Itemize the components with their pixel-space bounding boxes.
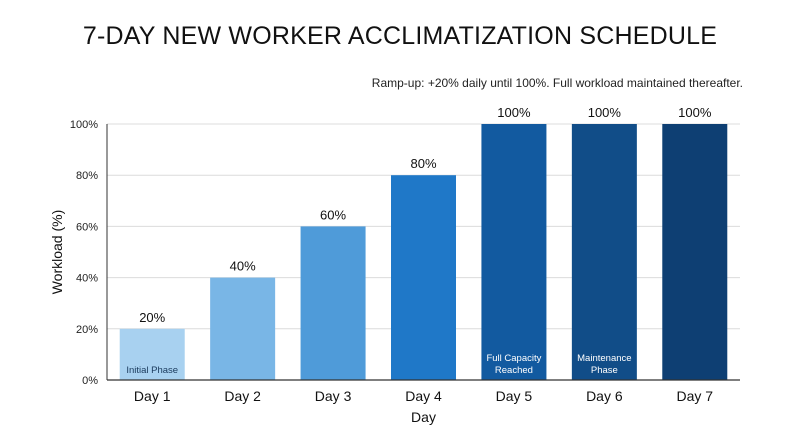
bar xyxy=(119,328,185,380)
bar xyxy=(481,124,547,380)
bar-value-label: 100% xyxy=(497,105,531,120)
bar-annotation: Full Capacity xyxy=(486,353,541,364)
bar-value-label: 40% xyxy=(230,259,256,274)
bar-annotation: Reached xyxy=(495,365,533,376)
x-tick-label: Day 4 xyxy=(405,388,442,404)
bar xyxy=(571,124,637,380)
bar-annotation: Maintenance xyxy=(577,353,631,364)
y-tick-label: 40% xyxy=(76,273,98,285)
y-axis-title: Workload (%) xyxy=(49,210,65,295)
y-tick-label: 60% xyxy=(76,221,98,233)
bar xyxy=(210,277,276,380)
y-tick-label: 100% xyxy=(70,119,98,131)
chart-subtitle: Ramp-up: +20% daily until 100%. Full wor… xyxy=(371,76,743,90)
x-tick-label: Day 3 xyxy=(315,388,352,404)
x-tick-label: Day 5 xyxy=(496,388,533,404)
x-tick-label: Day 7 xyxy=(676,388,713,404)
bar xyxy=(391,175,456,380)
y-tick-label: 0% xyxy=(82,375,98,387)
bar-value-label: 80% xyxy=(410,156,436,171)
x-tick-label: Day 2 xyxy=(224,388,261,404)
bar xyxy=(662,124,728,380)
bar-value-label: 20% xyxy=(139,310,165,325)
x-axis-title: Day xyxy=(411,409,436,425)
bar xyxy=(300,226,366,380)
bar-value-label: 60% xyxy=(320,207,346,222)
y-tick-label: 20% xyxy=(76,324,98,336)
bar-value-label: 100% xyxy=(588,105,622,120)
bar-annotation: Initial Phase xyxy=(126,365,178,376)
chart-title: 7-DAY NEW WORKER ACCLIMATIZATION SCHEDUL… xyxy=(82,22,718,50)
bar-annotation: Phase xyxy=(591,365,618,376)
bar-value-label: 100% xyxy=(678,105,712,120)
x-tick-label: Day 6 xyxy=(586,388,623,404)
y-tick-label: 80% xyxy=(76,170,98,182)
x-tick-label: Day 1 xyxy=(134,388,171,404)
